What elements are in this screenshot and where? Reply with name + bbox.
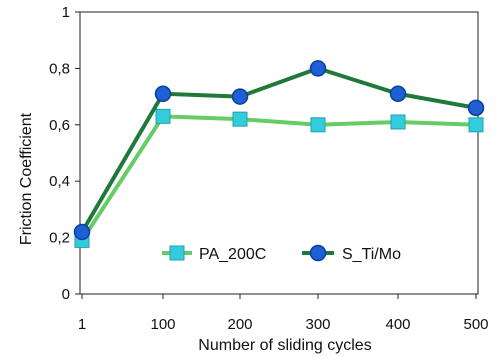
data-point-pa-200c: [310, 117, 326, 133]
data-point-pa-200c: [468, 117, 484, 133]
legend-marker-s-ti-mo: [309, 244, 327, 262]
series-pa-200c: [74, 108, 484, 248]
y-tick-label: 0,4: [49, 173, 70, 190]
plot-area: [79, 11, 479, 295]
x-tick-label: 400: [385, 316, 410, 333]
series-layer: [73, 60, 485, 248]
x-tick-label: 500: [463, 316, 488, 333]
data-point-s-ti-mo: [389, 85, 407, 103]
plot-frame: [79, 11, 479, 295]
data-point-pa-200c: [155, 108, 171, 124]
y-tick-label: 1: [62, 4, 70, 21]
series-s-ti-mo: [73, 60, 485, 241]
data-point-s-ti-mo: [309, 60, 327, 77]
legend-label-pa-200c: PA_200C: [199, 246, 266, 263]
y-tick-label: 0,6: [49, 117, 70, 134]
data-point-pa-200c: [390, 114, 406, 130]
data-point-pa-200c: [232, 111, 248, 127]
legend-marker-pa-200c: [169, 245, 185, 261]
x-tick-label: 100: [150, 316, 175, 333]
data-point-s-ti-mo: [467, 99, 485, 117]
data-point-s-ti-mo: [154, 85, 172, 103]
y-axis-label: Friction Coefficient: [18, 112, 35, 245]
x-tick-label: 1: [78, 316, 86, 333]
y-tick-label: 0,8: [49, 60, 70, 77]
x-axis-ticks: 1 100 200 300 400 500: [78, 294, 489, 333]
series-line-s-ti-mo: [80, 66, 477, 233]
data-point-s-ti-mo: [231, 88, 249, 105]
y-tick-label: 0: [62, 286, 70, 303]
x-axis-label: Number of sliding cycles: [198, 337, 371, 354]
data-point-s-ti-mo: [73, 223, 91, 241]
y-axis-ticks: 0 0,2 0,4 0,6 0,8 1: [49, 4, 80, 303]
legend-label-s-ti-mo: S_Ti/Mo: [342, 246, 401, 263]
x-tick-label: 300: [305, 316, 330, 333]
legend: PA_200C S_Ti/Mo: [162, 244, 401, 263]
x-tick-label: 200: [227, 316, 252, 333]
series-line-pa-200c: [80, 114, 477, 242]
y-tick-label: 0,2: [49, 230, 70, 247]
